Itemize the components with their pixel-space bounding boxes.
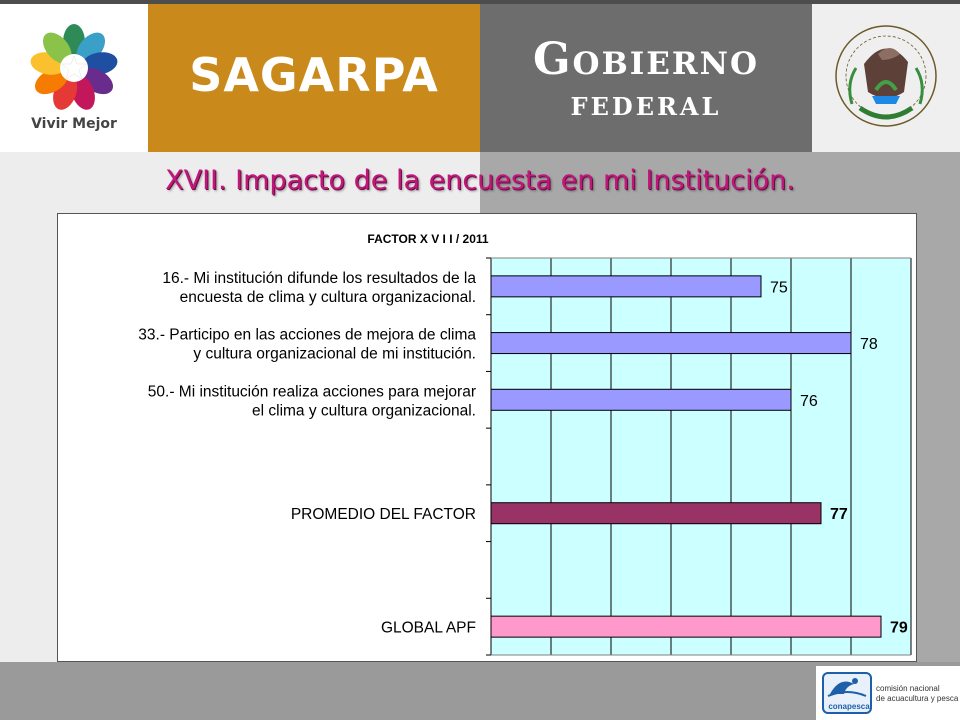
category-label-0-line-0: 16.- Mi institución difunde los resultad…	[162, 270, 476, 287]
chart-title: FACTOR X V I I / 2011	[367, 232, 488, 246]
chart-container: FACTOR X V I I / 2011 75 16.- Mi instituci…	[57, 213, 917, 662]
category-label-2-line-1: el clima y cultura organizacional.	[252, 402, 476, 419]
bar-2	[490, 388, 792, 411]
national-seal-icon	[835, 25, 937, 127]
category-label-1-line-1: y cultura organizacional de mi instituci…	[193, 346, 476, 363]
fish-wave-icon	[827, 678, 867, 697]
bar-3	[490, 502, 822, 525]
header-banner: Vivir Mejor SAGARPA Gobierno federal	[0, 4, 960, 152]
vivir-mejor-caption: Vivir Mejor	[31, 116, 117, 132]
category-label-0-line-1: encuesta de clima y cultura organizacion…	[180, 289, 476, 306]
sagarpa-wordmark: SAGARPA	[189, 48, 439, 102]
vivir-mejor-logo: Vivir Mejor	[0, 4, 148, 152]
plot-area	[491, 258, 911, 655]
top-rule	[0, 0, 960, 4]
category-label-3-line-0: PROMEDIO DEL FACTOR	[291, 506, 476, 523]
category-label-2-line-0: 50.- Mi institución realiza acciones par…	[148, 383, 476, 400]
sagarpa-panel: SAGARPA	[148, 4, 480, 152]
conapesca-subtitle-1: comisión nacional	[876, 684, 940, 693]
conapesca-logo: conapesca comisión nacional de acuacultu…	[816, 666, 960, 720]
bar-4	[490, 615, 882, 638]
gobierno-wordmark: Gobierno	[532, 34, 759, 85]
federal-wordmark: federal	[570, 84, 722, 124]
bar-1	[490, 332, 852, 355]
data-label-4: 79	[890, 620, 908, 637]
conapesca-subtitle-2: de acuacultura y pesca	[876, 694, 959, 703]
slide-title: XVII. Impacto de la encuesta en mi Insti…	[165, 165, 795, 196]
gobierno-federal-panel: Gobierno federal	[480, 4, 812, 152]
category-label-1-line-0: 33.- Participo en las acciones de mejora…	[138, 327, 476, 344]
mexico-seal	[812, 4, 960, 152]
flower-logo-icon	[30, 24, 118, 110]
bar-chart: FACTOR X V I I / 2011 75 16.- Mi instituci…	[138, 232, 912, 656]
bar-0	[490, 275, 762, 298]
data-label-0: 75	[770, 279, 788, 296]
data-label-2: 76	[800, 393, 818, 410]
background-bottom	[0, 662, 960, 720]
conapesca-wordmark: conapesca	[828, 702, 870, 711]
conapesca-badge: conapesca	[822, 672, 872, 714]
data-label-3: 77	[830, 506, 848, 523]
data-label-1: 78	[860, 336, 878, 353]
category-label-4-line-0: GLOBAL APF	[381, 620, 476, 637]
